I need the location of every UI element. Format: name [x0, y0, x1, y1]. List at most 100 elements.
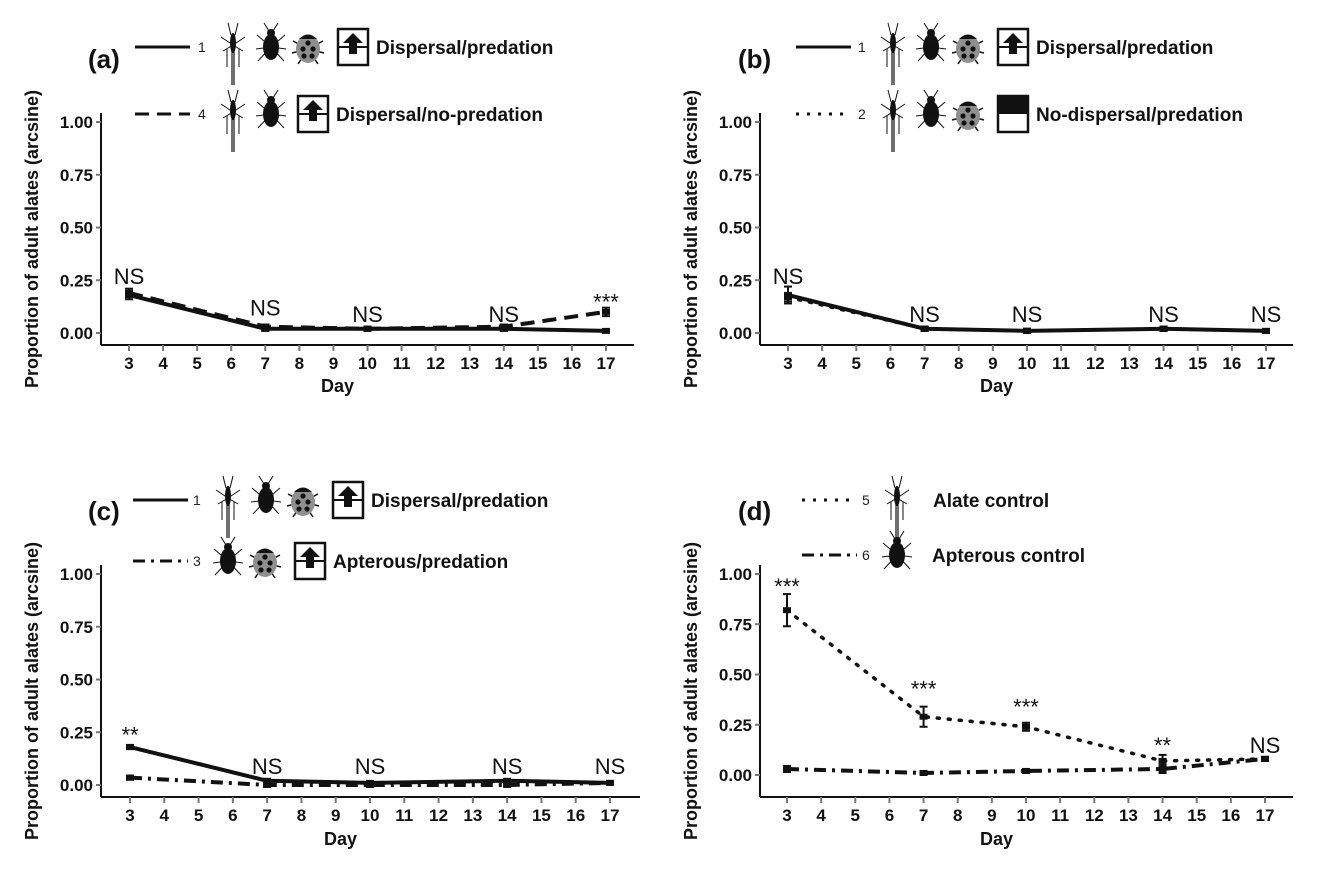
- apterous-leg: [930, 46, 945, 62]
- x-tick-label: 4: [816, 806, 826, 825]
- data-point: [125, 289, 133, 296]
- apterous-leg: [256, 101, 272, 115]
- apterous-leg: [227, 560, 242, 576]
- y-tick-label: 0.25: [719, 716, 752, 735]
- x-tick-label: 12: [1086, 354, 1105, 373]
- y-tick-label: 0.75: [60, 618, 93, 637]
- x-tick-label: 3: [125, 806, 134, 825]
- y-tick-label: 1.00: [719, 113, 752, 132]
- apterous-leg: [882, 542, 898, 556]
- panel-label: (c): [88, 496, 120, 526]
- alate-antenna: [222, 475, 227, 489]
- x-tick-label: 15: [1187, 806, 1206, 825]
- data-point: [1022, 723, 1030, 730]
- apterous-leg: [930, 101, 946, 115]
- x-tick-label: 4: [160, 806, 170, 825]
- alate-antenna: [234, 22, 239, 36]
- y-axis-label: Proportion of adult alates (arcsine): [681, 542, 701, 840]
- x-tick-label: 17: [597, 354, 616, 373]
- apterous-leg: [257, 46, 272, 62]
- panel-c: 0.000.250.500.751.003 4 5 6 7 8 9 10 11 12 13 14 15 1…: [22, 475, 640, 849]
- x-tick-label: 16: [1222, 354, 1241, 373]
- ladybug-head: [299, 34, 317, 39]
- ladybug-spot: [961, 120, 967, 126]
- alate-antenna: [887, 89, 892, 103]
- x-tick-label: 15: [532, 806, 551, 825]
- x-tick-label: 14: [498, 806, 517, 825]
- significance-label: NS: [773, 264, 804, 289]
- alate-antenna: [894, 22, 899, 36]
- dispersal-arrow-icon: [996, 27, 1030, 67]
- panel-b: 0.000.250.500.751.003 4 5 6 7 8 9 10 11 12 13 14 15 1…: [681, 22, 1293, 396]
- apterous-leg: [881, 554, 898, 558]
- apterous-leg: [214, 560, 229, 576]
- ladybug-spot: [969, 53, 975, 59]
- x-tick-label: 8: [295, 354, 304, 373]
- alate-body: [230, 33, 236, 53]
- x-tick-label: 13: [460, 354, 479, 373]
- ladybug-icon: [286, 487, 320, 518]
- alate-aphid-icon: [880, 89, 906, 152]
- data-point: [784, 294, 792, 301]
- data-point: [126, 744, 134, 751]
- x-tick-label: 16: [562, 354, 581, 373]
- x-tick-label: 5: [852, 354, 861, 373]
- series-dashed: [125, 287, 610, 332]
- legend-label: Alate control: [933, 491, 1049, 512]
- x-tick-label: 7: [920, 354, 929, 373]
- ladybug-spot: [267, 560, 273, 566]
- apterous-antenna: [220, 536, 227, 546]
- data-point: [602, 327, 610, 334]
- data-point: [919, 713, 928, 720]
- panel-label: (a): [88, 44, 120, 74]
- ladybug-spot: [309, 53, 315, 59]
- apterous-aphid-icon: [881, 530, 913, 570]
- significance-label: NS: [595, 754, 626, 779]
- series-line: [129, 775, 611, 787]
- apterous-leg: [930, 34, 946, 48]
- data-point: [783, 607, 791, 614]
- x-tick-label: 14: [1154, 354, 1173, 373]
- apterous-leg: [227, 560, 244, 564]
- apterous-leg: [250, 499, 267, 503]
- significance-label: NS: [252, 754, 283, 779]
- y-tick-label: 0.75: [719, 166, 752, 185]
- legend-number: 3: [193, 553, 201, 569]
- apterous-aphid-icon: [915, 89, 947, 129]
- significance-label: NS: [492, 754, 523, 779]
- significance-label: **: [121, 722, 139, 747]
- y-tick-label: 0.00: [60, 324, 93, 343]
- alate-aphid-icon: [220, 89, 246, 152]
- alate-leg: [220, 103, 234, 113]
- legend-label: No-dispersal/predation: [1036, 105, 1243, 126]
- legend-label: Dispersal/predation: [376, 38, 553, 59]
- alate-leg: [232, 111, 244, 119]
- alate-body: [225, 486, 231, 506]
- ladybug-spot: [295, 499, 301, 505]
- x-axis-label: Day: [321, 376, 354, 396]
- y-tick-label: 0.50: [719, 219, 752, 238]
- y-tick-label: 1.00: [60, 565, 93, 584]
- apterous-leg: [896, 542, 912, 556]
- significance-label: NS: [352, 302, 383, 327]
- apterous-leg: [916, 101, 932, 115]
- ladybug-body: [296, 35, 320, 63]
- apterous-aphid-icon: [212, 536, 244, 576]
- legend-label: Dispersal/predation: [371, 491, 548, 512]
- alate-antenna: [894, 89, 899, 103]
- alate-leg: [220, 36, 234, 46]
- ladybug-spot: [301, 53, 307, 59]
- x-tick-label: 13: [463, 806, 482, 825]
- legend-label: Dispersal/predation: [1036, 38, 1213, 59]
- alate-aphid-icon: [880, 22, 906, 85]
- ladybug-spot: [258, 567, 264, 573]
- legend-label: Apterous control: [932, 546, 1085, 567]
- alate-aphid-icon: [220, 22, 246, 85]
- apterous-leg: [270, 101, 286, 115]
- x-tick-label: 8: [297, 806, 306, 825]
- ladybug-spot: [961, 53, 967, 59]
- x-tick-label: 6: [886, 354, 895, 373]
- alate-leg: [892, 111, 904, 119]
- apterous-leg: [270, 34, 286, 48]
- y-tick-label: 0.00: [60, 776, 93, 795]
